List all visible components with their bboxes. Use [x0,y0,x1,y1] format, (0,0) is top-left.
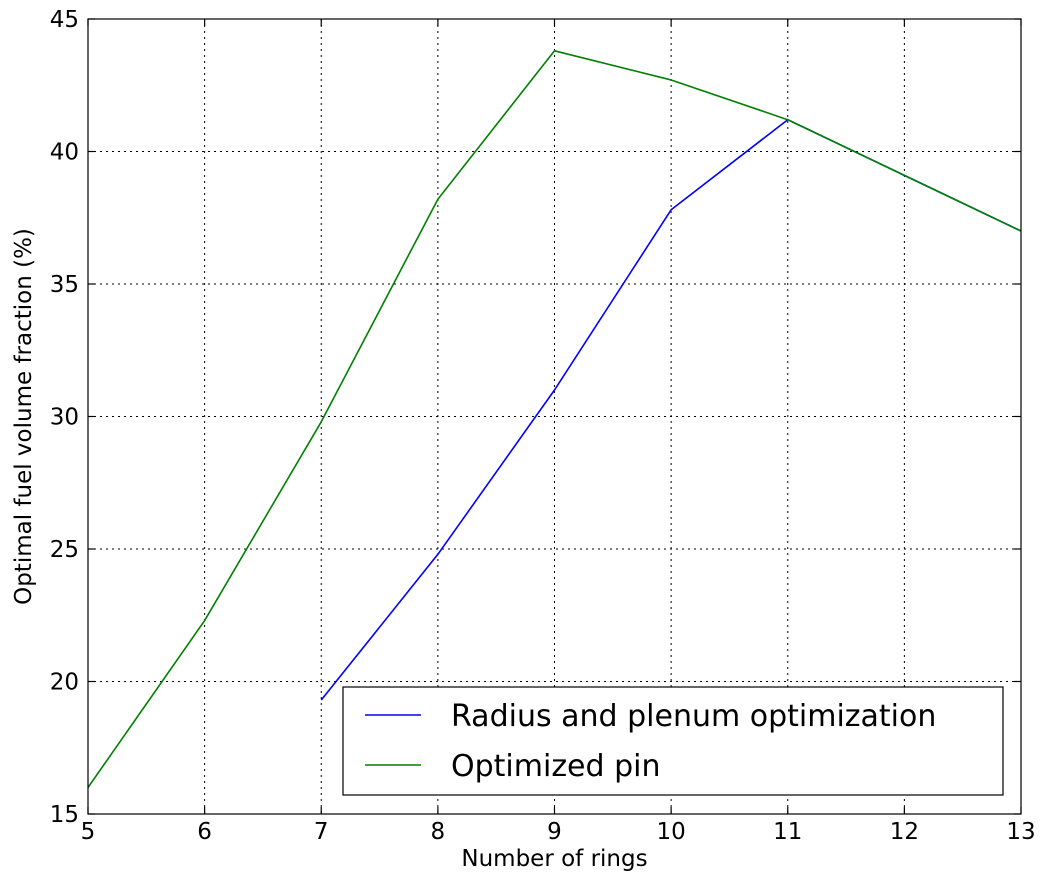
y-tick-label: 40 [50,140,79,166]
y-tick-label: 35 [50,272,79,298]
x-tick-label: 8 [431,819,446,845]
x-tick-label: 5 [81,819,96,845]
axis-ticks: 5 6 7 8 9 10 11 12 13 15 20 25 30 35 40 45 [50,7,1036,845]
y-tick-label: 15 [50,802,79,828]
x-tick-label: 7 [314,819,329,845]
x-axis-label: Number of rings [461,846,647,872]
legend: Radius and plenum optimization Optimized … [342,686,1004,796]
series-lines [87,49,1022,788]
y-axis-label: Optimal fuel volume fraction (%) [11,228,37,605]
legend-box [342,686,1004,796]
legend-label: Optimized pin [451,749,661,784]
x-tick-label: 12 [890,819,919,845]
y-tick-label: 30 [50,405,79,431]
legend-label: Radius and plenum optimization [451,699,936,734]
x-tick-label: 6 [197,819,212,845]
x-tick-label: 11 [773,819,802,845]
grid [88,19,1021,814]
x-tick-label: 10 [656,819,685,845]
x-tick-label: 13 [1006,819,1035,845]
y-tick-label: 25 [50,537,79,563]
y-tick-label: 45 [50,7,79,33]
series-line-2 [87,49,1022,788]
x-tick-label: 9 [547,819,562,845]
y-tick-label: 20 [50,670,79,696]
